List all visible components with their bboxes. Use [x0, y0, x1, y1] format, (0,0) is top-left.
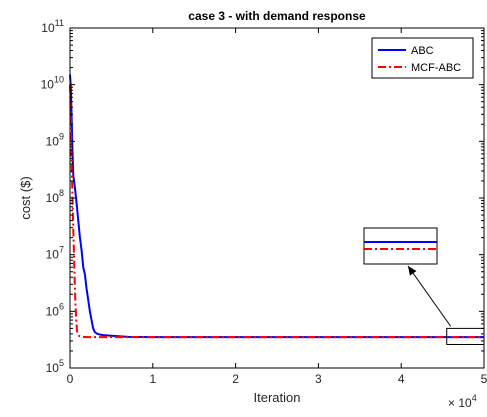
legend-box [371, 37, 474, 79]
y-tick-label-2: 107 [46, 245, 64, 262]
legend-label-0: ABC [411, 45, 434, 57]
x-axis-multiplier: × 104 [448, 393, 477, 410]
zoom-inset-box [363, 227, 438, 265]
x-axis-label: Iteration [254, 390, 301, 405]
x-tick-label-3: 3 [315, 372, 322, 386]
inset-layer [363, 227, 485, 345]
y-tick-label-3: 108 [46, 188, 64, 205]
plot-area [70, 28, 484, 368]
y-tick-label-1: 106 [46, 301, 64, 318]
zoom-arrow-line [407, 265, 452, 327]
zoom-arrow-head [408, 266, 417, 276]
legend-label-1: MCF-ABC [411, 62, 461, 74]
x-tick-label-1: 1 [149, 372, 156, 386]
y-tick-label-0: 105 [46, 358, 64, 375]
legend: ABC MCF-ABC [371, 37, 474, 79]
x-tick-label-5: 5 [481, 372, 487, 386]
chart-title: case 3 - with demand response [188, 9, 366, 23]
x-tick-label-0: 0 [67, 372, 74, 386]
y-axis-label: cost ($) [18, 176, 33, 219]
x-tick-label-2: 2 [232, 372, 239, 386]
x-tick-label-4: 4 [398, 372, 405, 386]
y-tick-label-4: 109 [46, 131, 64, 148]
y-tick-label-6: 1011 [41, 18, 64, 35]
x-axis-multiplier-label: × 104 [448, 393, 477, 410]
series-line-0 [69, 74, 484, 339]
y-tick-label-5: 1010 [41, 75, 64, 92]
